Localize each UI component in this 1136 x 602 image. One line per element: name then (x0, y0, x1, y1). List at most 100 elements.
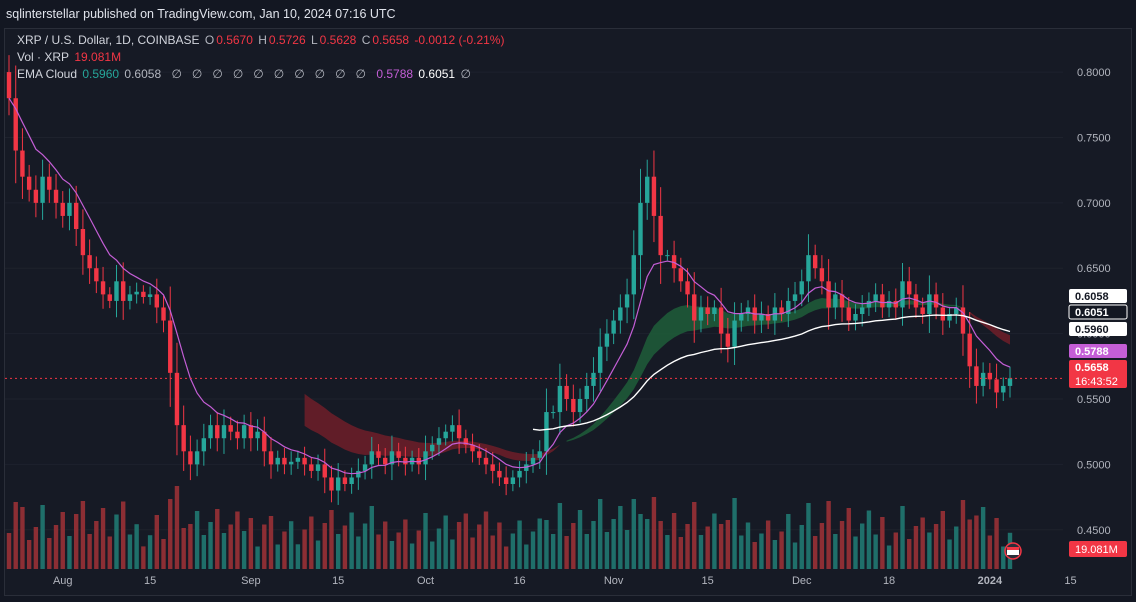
candle-body-27 (188, 451, 193, 465)
change-value: -0.0012 (-0.21%) (414, 33, 505, 47)
volume-bar-113 (765, 520, 771, 569)
candle-body-59 (403, 457, 408, 465)
volume-bar-132 (893, 532, 898, 569)
ema-null-0: ∅ (171, 67, 182, 81)
candle-body-62 (423, 451, 428, 465)
volume-bar-142 (960, 500, 966, 569)
x-tick-label-5: 16 (513, 575, 525, 587)
volume-bar-86 (584, 534, 589, 569)
volume-bar-148 (1001, 546, 1006, 569)
volume-bar-111 (752, 542, 757, 569)
volume-bar-38 (262, 524, 267, 569)
price-label-3: 0.5788 (1075, 346, 1109, 358)
volume-bar-62 (423, 513, 428, 569)
volume-bar-33 (228, 524, 233, 569)
candle-body-116 (786, 300, 791, 314)
volume-bar-68 (463, 513, 469, 569)
candle-body-3 (26, 176, 32, 190)
volume-bar-22 (154, 515, 159, 569)
candle-body-138 (933, 294, 939, 308)
price-label-2: 0.5960 (1075, 324, 1109, 336)
ema-null-9: ∅ (355, 67, 366, 81)
volume-bar-35 (241, 531, 247, 569)
candle-body-45 (309, 464, 314, 471)
volume-bar-34 (235, 511, 240, 569)
volume-bar-85 (577, 510, 583, 569)
candle-body-83 (564, 385, 569, 399)
volume-bar-91 (618, 506, 623, 569)
volume-bar-9 (67, 536, 72, 569)
candle-body-16 (114, 281, 119, 301)
candle-body-87 (591, 372, 596, 386)
ema-cloud-bear-0 (304, 393, 560, 462)
candle-body-48 (329, 477, 334, 491)
ema-value-d: 0.6051 (418, 67, 456, 81)
x-tick-label-6: Nov (604, 575, 624, 587)
candle-body-112 (759, 314, 764, 321)
candle-body-110 (745, 307, 751, 314)
price-chart[interactable]: 0.80000.75000.70000.65000.60000.55000.50… (5, 29, 1133, 597)
candle-body-123 (833, 294, 838, 308)
low-label: L (310, 33, 318, 47)
volume-bar-5 (40, 505, 45, 569)
volume-value: 19.081M (74, 50, 122, 64)
volume-bar-107 (725, 520, 731, 569)
candle-body-10 (73, 202, 79, 229)
flag-icon-inner (1007, 547, 1019, 555)
volume-bar-98 (665, 535, 670, 569)
x-tick-label-8: Dec (792, 575, 812, 587)
candle-body-28 (194, 451, 200, 465)
volume-bar-103 (698, 535, 704, 569)
candle-body-67 (456, 425, 462, 439)
volume-bar-64 (436, 528, 442, 569)
volume-bar-104 (705, 526, 710, 569)
volume-bar-29 (201, 535, 207, 569)
candle-body-51 (349, 477, 354, 484)
x-tick-label-7: 15 (702, 575, 714, 587)
high-label: H (258, 33, 267, 47)
candle-body-96 (651, 176, 657, 216)
volume-bar-20 (141, 546, 146, 569)
volume-bar-75 (510, 533, 516, 569)
volume-axis-label: 19.081M (1075, 544, 1118, 556)
candle-body-76 (517, 470, 522, 478)
candle-body-117 (792, 294, 798, 301)
y-tick-label-7: 0.4500 (1077, 525, 1111, 537)
volume-bar-8 (60, 512, 65, 569)
ema-tail: ∅ (460, 67, 471, 81)
candle-body-71 (483, 457, 489, 465)
volume-bar-105 (712, 513, 717, 569)
candle-body-6 (47, 176, 52, 190)
candle-body-33 (228, 425, 233, 432)
volume-bar-66 (450, 539, 455, 569)
volume-bar-89 (604, 532, 610, 569)
candle-body-2 (20, 150, 25, 177)
volume-bar-106 (718, 524, 724, 569)
volume-bar-11 (80, 501, 86, 569)
price-label-box-0 (1069, 289, 1127, 303)
volume-bar-130 (880, 517, 885, 569)
volume-bar-27 (188, 524, 193, 569)
candle-body-126 (853, 314, 858, 321)
volume-bar-102 (692, 502, 697, 569)
volume-bar-116 (786, 514, 791, 569)
candle-body-91 (618, 307, 623, 321)
candle-body-72 (490, 464, 495, 471)
ema-value-a: 0.5960 (82, 67, 120, 81)
volume-bar-118 (799, 525, 804, 569)
candle-body-32 (221, 425, 227, 439)
volume-bar-18 (127, 534, 133, 569)
chart-frame[interactable]: 0.80000.75000.70000.65000.60000.55000.50… (4, 28, 1132, 596)
flag-icon-stripe (1007, 547, 1019, 550)
volume-bar-40 (275, 544, 280, 569)
candle-body-145 (980, 372, 986, 386)
candle-body-30 (208, 425, 213, 439)
x-tick-label-1: 15 (144, 575, 156, 587)
candle-body-9 (67, 202, 72, 216)
candle-body-43 (295, 457, 301, 462)
candle-body-25 (174, 372, 180, 426)
candle-body-78 (530, 457, 536, 465)
volume-bar-78 (530, 531, 536, 569)
volume-bar-59 (403, 519, 408, 569)
candle-body-107 (725, 333, 731, 347)
